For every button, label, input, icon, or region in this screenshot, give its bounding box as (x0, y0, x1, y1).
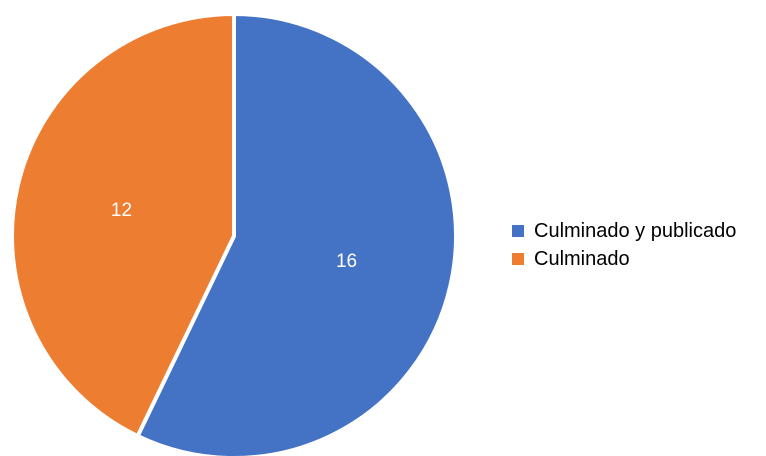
legend-label: Culminado (534, 248, 630, 270)
data-label: 16 (336, 251, 357, 272)
chart-legend: Culminado y publicado Culminado (512, 220, 736, 270)
pie-slice-culminado (10, 12, 236, 439)
data-label: 12 (111, 200, 132, 221)
pie-slice-culminado-y-publicado (135, 12, 458, 456)
legend-swatch (512, 253, 524, 265)
pie-slices (10, 12, 458, 456)
legend-label: Culminado y publicado (534, 220, 736, 242)
legend-swatch (512, 225, 524, 237)
